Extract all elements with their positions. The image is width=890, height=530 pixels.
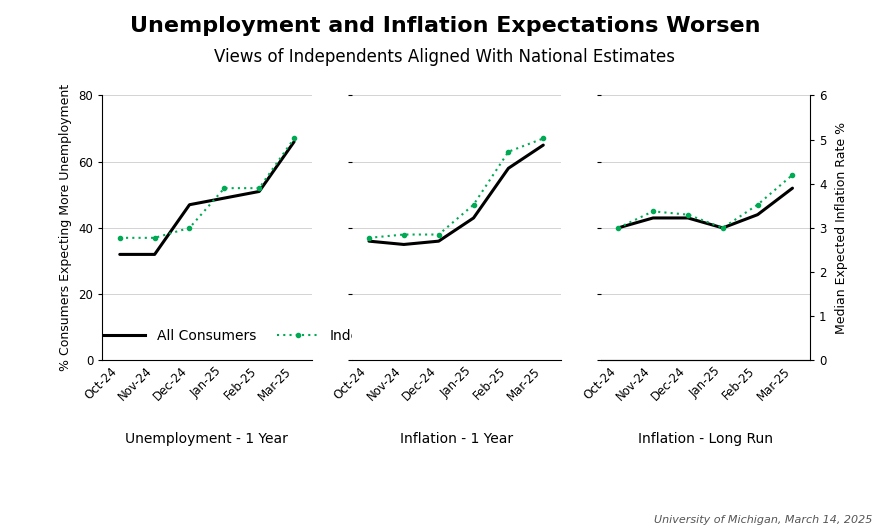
Y-axis label: Median Expected Inflation Rate %: Median Expected Inflation Rate % [835,122,848,334]
Text: Unemployment and Inflation Expectations Worsen: Unemployment and Inflation Expectations … [130,16,760,36]
Text: Unemployment - 1 Year: Unemployment - 1 Year [125,432,288,446]
Y-axis label: % Consumers Expecting More Unemployment: % Consumers Expecting More Unemployment [59,84,71,372]
Legend: All Consumers, Independents: All Consumers, Independents [98,323,430,348]
Text: Inflation - Long Run: Inflation - Long Run [638,432,773,446]
Text: Views of Independents Aligned With National Estimates: Views of Independents Aligned With Natio… [214,48,676,66]
Text: Inflation - 1 Year: Inflation - 1 Year [400,432,513,446]
Text: University of Michigan, March 14, 2025: University of Michigan, March 14, 2025 [654,515,872,525]
